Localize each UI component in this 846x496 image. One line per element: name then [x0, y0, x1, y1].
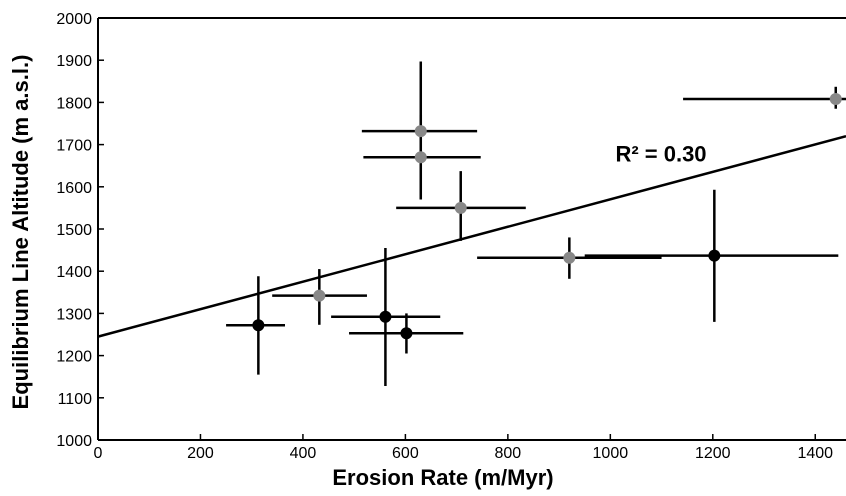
- x-tick-label: 200: [187, 445, 214, 462]
- trend-line: [97, 134, 846, 338]
- x-tick-label: 800: [495, 445, 522, 462]
- x-tick-label: 1200: [695, 445, 731, 462]
- data-point: [829, 93, 842, 106]
- x-axis-title: Erosion Rate (m/Myr): [332, 465, 553, 490]
- data-point: [313, 289, 326, 302]
- y-tick-label: 1600: [56, 180, 92, 197]
- data-point: [414, 125, 427, 138]
- y-tick-label: 1700: [56, 138, 92, 155]
- r-squared-annotation: R² = 0.30: [615, 141, 706, 166]
- x-tick-label: 1000: [593, 445, 629, 462]
- x-tick-label: 0: [94, 445, 103, 462]
- y-tick-label: 2000: [56, 11, 92, 28]
- y-tick-label: 1400: [56, 264, 92, 281]
- y-tick-label: 1100: [58, 391, 93, 408]
- y-tick-label: 1500: [56, 222, 92, 239]
- data-point: [379, 310, 392, 323]
- data-point: [454, 201, 467, 214]
- y-axis-title: Equilibrium Line Altitude (m a.s.l.): [8, 55, 33, 410]
- x-tick-label: 600: [392, 445, 419, 462]
- data-point: [708, 249, 721, 262]
- data-point: [400, 327, 413, 340]
- data-point: [252, 319, 265, 332]
- y-tick-label: 1900: [56, 53, 92, 70]
- y-tick-label: 1800: [56, 95, 92, 112]
- plot-area: 1000 1100 1200 1300 1400 1500 1600 1700 1800 1900…: [56, 11, 846, 462]
- data-point: [563, 251, 576, 264]
- data-point: [414, 151, 427, 164]
- y-tick-label: 1300: [56, 306, 92, 323]
- x-tick-label: 1400: [797, 445, 833, 462]
- x-tick-label: 400: [290, 445, 317, 462]
- y-tick-label: 1200: [56, 349, 92, 366]
- y-tick-label: 1000: [56, 433, 92, 450]
